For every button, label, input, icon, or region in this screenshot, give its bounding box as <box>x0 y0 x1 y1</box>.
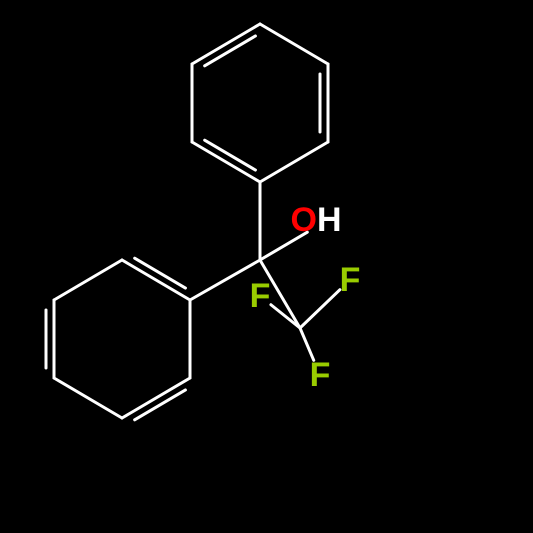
fluorine-label: F <box>310 356 331 394</box>
hydroxyl-label: OH <box>290 201 341 239</box>
fluorine-label: F <box>340 261 361 299</box>
molecule-diagram: OH F F F <box>0 0 533 533</box>
fluorine-label: F <box>250 277 271 315</box>
